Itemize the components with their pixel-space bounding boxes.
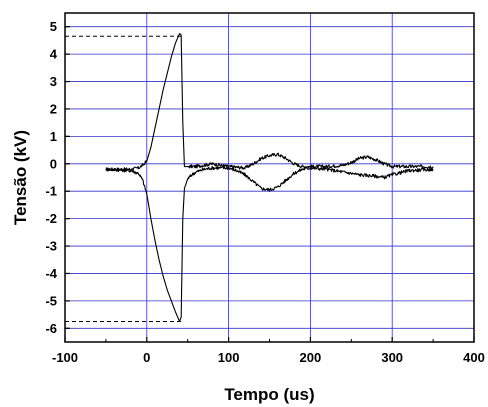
grid (65, 13, 474, 342)
x-tick-label: 300 (381, 350, 403, 365)
y-tick-label: -2 (45, 211, 57, 226)
y-tick-label: 2 (50, 101, 57, 116)
series-line (105, 33, 434, 172)
x-axis-label: Tempo (us) (224, 385, 314, 404)
y-tick-label: -5 (45, 293, 57, 308)
y-tick-label: 5 (50, 19, 57, 34)
y-tick-label: 1 (50, 129, 57, 144)
x-tick-label: -100 (52, 350, 78, 365)
y-tick-label: 4 (50, 47, 58, 62)
x-tick-label: 100 (218, 350, 240, 365)
reference-lines (65, 35, 182, 322)
y-tick-label: -3 (45, 239, 57, 254)
ticks: -100 0 100 200 300 400 -6 -5 -4 -3 -2 -1 0 1 2 3 4 5 (45, 19, 484, 365)
x-tick-label: 400 (463, 350, 485, 365)
y-tick-label: -1 (45, 184, 57, 199)
y-tick-label: -4 (45, 266, 57, 281)
y-tick-label: 3 (50, 74, 57, 89)
y-tick-label: -6 (45, 321, 57, 336)
y-axis-label: Tensão (kV) (11, 130, 30, 225)
x-tick-label: 0 (143, 350, 150, 365)
y-tick-label: 0 (50, 156, 57, 171)
x-tick-label: 200 (300, 350, 322, 365)
series-group (105, 33, 434, 322)
series-line (105, 165, 434, 322)
